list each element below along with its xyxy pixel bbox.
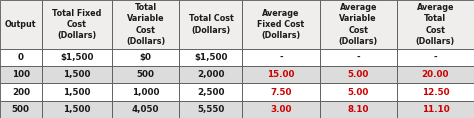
Bar: [0, 49, 42, 66]
Bar: [0, 0, 42, 49]
Text: 500: 500: [137, 70, 155, 79]
Bar: [180, 101, 242, 118]
Text: Output: Output: [5, 20, 36, 29]
Bar: [242, 49, 319, 66]
Text: 1,500: 1,500: [63, 88, 91, 97]
Bar: [397, 49, 474, 66]
Bar: [319, 0, 397, 49]
Text: 1,000: 1,000: [132, 88, 159, 97]
Text: -: -: [356, 53, 360, 62]
Bar: [242, 84, 319, 101]
Bar: [397, 0, 474, 49]
Text: 5.00: 5.00: [347, 88, 369, 97]
Text: Total
Variable
Cost
(Dollars): Total Variable Cost (Dollars): [126, 3, 165, 46]
Bar: [242, 66, 319, 84]
Text: Average
Fixed Cost
(Dollars): Average Fixed Cost (Dollars): [257, 9, 305, 40]
Bar: [112, 66, 180, 84]
Bar: [180, 66, 242, 84]
Text: 7.50: 7.50: [270, 88, 292, 97]
Text: $1,500: $1,500: [60, 53, 93, 62]
Text: 4,050: 4,050: [132, 105, 159, 114]
Bar: [242, 101, 319, 118]
Text: -: -: [279, 53, 283, 62]
Bar: [42, 49, 112, 66]
Bar: [42, 84, 112, 101]
Text: 200: 200: [12, 88, 30, 97]
Bar: [0, 84, 42, 101]
Bar: [42, 66, 112, 84]
Text: 0: 0: [18, 53, 24, 62]
Text: $0: $0: [140, 53, 152, 62]
Text: Average
Total
Cost
(Dollars): Average Total Cost (Dollars): [416, 3, 455, 46]
Text: 5,550: 5,550: [197, 105, 225, 114]
Text: 15.00: 15.00: [267, 70, 295, 79]
Bar: [319, 49, 397, 66]
Bar: [180, 0, 242, 49]
Text: 5.00: 5.00: [347, 70, 369, 79]
Text: 2,000: 2,000: [197, 70, 225, 79]
Text: 500: 500: [12, 105, 30, 114]
Bar: [112, 0, 180, 49]
Text: 3.00: 3.00: [270, 105, 292, 114]
Bar: [319, 101, 397, 118]
Text: 20.00: 20.00: [422, 70, 449, 79]
Bar: [180, 84, 242, 101]
Bar: [112, 49, 180, 66]
Text: $1,500: $1,500: [194, 53, 228, 62]
Bar: [42, 101, 112, 118]
Text: 1,500: 1,500: [63, 105, 91, 114]
Text: 8.10: 8.10: [347, 105, 369, 114]
Text: 12.50: 12.50: [421, 88, 449, 97]
Text: Total Cost
(Dollars): Total Cost (Dollars): [189, 14, 233, 35]
Bar: [397, 84, 474, 101]
Text: 1,500: 1,500: [63, 70, 91, 79]
Text: 11.10: 11.10: [421, 105, 449, 114]
Bar: [397, 101, 474, 118]
Bar: [319, 66, 397, 84]
Bar: [112, 84, 180, 101]
Bar: [242, 0, 319, 49]
Bar: [112, 101, 180, 118]
Text: 2,500: 2,500: [197, 88, 225, 97]
Text: Total Fixed
Cost
(Dollars): Total Fixed Cost (Dollars): [52, 9, 101, 40]
Bar: [397, 66, 474, 84]
Bar: [0, 101, 42, 118]
Bar: [0, 66, 42, 84]
Text: -: -: [434, 53, 437, 62]
Bar: [319, 84, 397, 101]
Bar: [180, 49, 242, 66]
Bar: [42, 0, 112, 49]
Text: 100: 100: [12, 70, 30, 79]
Text: Average
Variable
Cost
(Dollars): Average Variable Cost (Dollars): [338, 3, 378, 46]
